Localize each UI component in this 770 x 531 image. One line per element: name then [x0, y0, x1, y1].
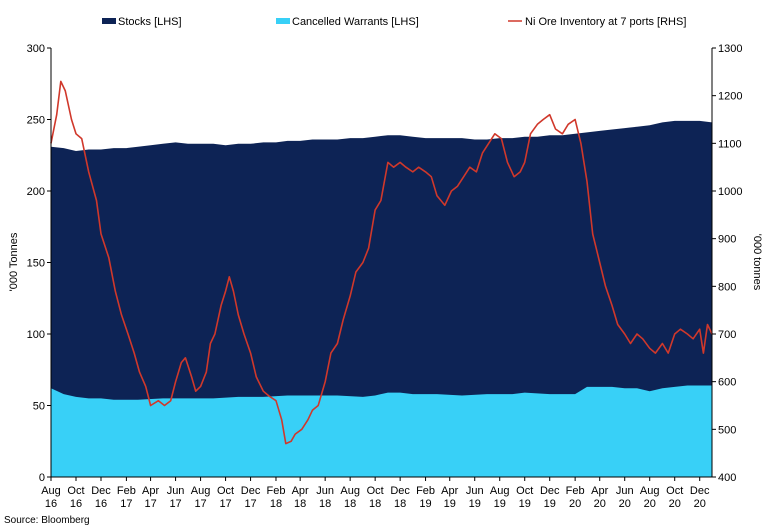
x-tick-label-month: Feb — [566, 485, 585, 497]
y-left-tick-label: 100 — [27, 329, 45, 341]
legend-label-stocks: Stocks [LHS] — [118, 16, 182, 28]
series-line-ni-ore — [50, 80, 713, 445]
x-tick-label-month: Dec — [91, 485, 111, 497]
y-right-tick-label: 1200 — [718, 91, 742, 103]
x-tick-label-month: Apr — [142, 485, 159, 497]
x-tick-label-month: Apr — [292, 485, 309, 497]
legend-swatch-warrants — [276, 18, 290, 24]
y-right-tick-label: 1000 — [718, 186, 742, 198]
x-tick-label-month: Oct — [67, 485, 84, 497]
x-tick-label-year: 19 — [419, 498, 431, 510]
x-tick-label-month: Jun — [466, 485, 484, 497]
y-left-tick-label: 300 — [27, 43, 45, 55]
y-left-tick-label: 250 — [27, 115, 45, 127]
x-tick-label-month: Dec — [540, 485, 560, 497]
x-tick-label-month: Oct — [367, 485, 384, 497]
y-right-tick-label: 1100 — [718, 138, 742, 150]
x-tick-label-month: Aug — [340, 485, 360, 497]
x-tick-label-month: Apr — [441, 485, 458, 497]
x-tick-label-year: 20 — [619, 498, 631, 510]
y-right-tick-label: 1300 — [718, 43, 742, 55]
y-left-axis-title: '000 Tonnes — [8, 232, 20, 291]
x-tick-label-year: 18 — [294, 498, 306, 510]
x-tick-label-month: Aug — [640, 485, 660, 497]
x-tick-label-year: 17 — [120, 498, 132, 510]
x-tick-label-year: 17 — [244, 498, 256, 510]
x-tick-label-month: Aug — [191, 485, 211, 497]
x-tick-label-year: 20 — [694, 498, 706, 510]
y-left-tick-label: 50 — [33, 401, 45, 413]
y-left-tick-label: 0 — [39, 472, 45, 484]
x-tick-label-year: 19 — [469, 498, 481, 510]
x-tick-label-year: 19 — [444, 498, 456, 510]
legend-label-ni-ore: Ni Ore Inventory at 7 ports [RHS] — [525, 16, 686, 28]
y-right-axis-title: '000 tonnes — [751, 234, 763, 291]
x-tick-label-month: Feb — [117, 485, 136, 497]
x-tick-label-month: Dec — [390, 485, 410, 497]
series-area-warrants — [51, 385, 712, 477]
x-tick-label-month: Feb — [416, 485, 435, 497]
y-right-tick-label: 800 — [718, 281, 736, 293]
x-tick-label-year: 20 — [644, 498, 656, 510]
x-tick-label-year: 17 — [144, 498, 156, 510]
x-tick-label-year: 17 — [194, 498, 206, 510]
x-tick-label-month: Jun — [616, 485, 634, 497]
x-tick-label-year: 19 — [519, 498, 531, 510]
x-tick-label-month: Oct — [516, 485, 533, 497]
x-tick-label-year: 16 — [95, 498, 107, 510]
y-right-tick-label: 400 — [718, 472, 736, 484]
series-area-stocks — [51, 120, 712, 478]
x-tick-label-month: Aug — [490, 485, 510, 497]
x-tick-label-month: Jun — [167, 485, 185, 497]
x-tick-label-year: 19 — [494, 498, 506, 510]
x-tick-label-year: 17 — [219, 498, 231, 510]
x-tick-label-year: 19 — [544, 498, 556, 510]
x-tick-label-month: Apr — [591, 485, 608, 497]
x-tick-label-month: Dec — [241, 485, 261, 497]
x-tick-label-year: 18 — [270, 498, 282, 510]
x-tick-label-year: 18 — [344, 498, 356, 510]
x-tick-label-year: 18 — [319, 498, 331, 510]
x-tick-label-year: 16 — [70, 498, 82, 510]
x-tick-label-year: 20 — [569, 498, 581, 510]
x-tick-label-year: 18 — [369, 498, 381, 510]
x-tick-label-month: Oct — [666, 485, 683, 497]
y-right-tick-label: 700 — [718, 329, 736, 341]
legend-label-warrants: Cancelled Warrants [LHS] — [292, 16, 419, 28]
x-tick-label-year: 16 — [45, 498, 57, 510]
y-right-tick-label: 600 — [718, 377, 736, 389]
source-note: Source: Bloomberg — [4, 515, 90, 526]
y-left-tick-label: 150 — [27, 258, 45, 270]
axes: 0 50 100 150 200 250 300 400 500 600 700 800 900 1000… — [27, 43, 743, 510]
x-tick-label-year: 18 — [394, 498, 406, 510]
y-right-tick-label: 500 — [718, 424, 736, 436]
legend-swatch-stocks — [102, 18, 116, 24]
x-tick-label-month: Dec — [690, 485, 710, 497]
x-tick-label-year: 20 — [669, 498, 681, 510]
x-tick-label-month: Feb — [266, 485, 285, 497]
x-tick-label-month: Jun — [316, 485, 334, 497]
legend: Stocks [LHS] Cancelled Warrants [LHS] Ni… — [102, 16, 686, 28]
x-tick-label-year: 20 — [594, 498, 606, 510]
y-left-tick-label: 200 — [27, 186, 45, 198]
x-tick-label-month: Aug — [41, 485, 61, 497]
y-right-tick-label: 900 — [718, 234, 736, 246]
x-tick-label-month: Oct — [217, 485, 234, 497]
plot-area — [50, 80, 713, 478]
x-tick-label-year: 17 — [169, 498, 181, 510]
